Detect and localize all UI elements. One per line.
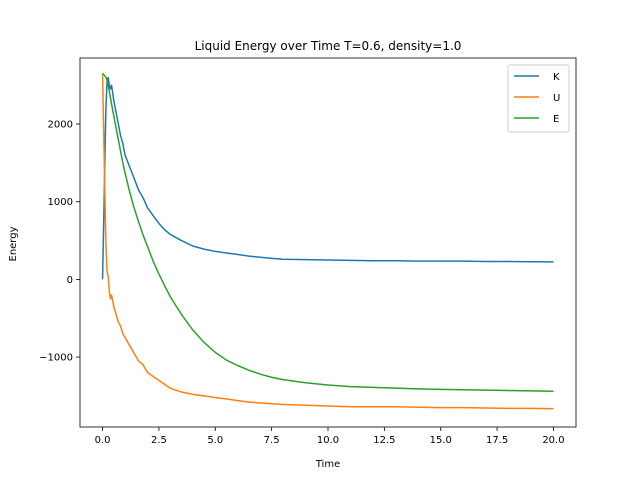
axes: 0.0 2.5 5.0 7.5 10.0 12.5 15.0 17.5 20.0 −1000 0 10… (39, 57, 577, 446)
x-tick-label: 0.0 (95, 435, 111, 446)
legend: KUE (507, 64, 570, 133)
series-line-e (102, 72, 554, 393)
y-tick-label: 2000 (48, 120, 73, 131)
y-tick-label: −1000 (39, 353, 73, 364)
chart-title: Liquid Energy over Time T=0.6, density=1… (195, 39, 462, 53)
x-tick-label: 7.5 (264, 435, 280, 446)
x-tick-label: 20.0 (542, 435, 564, 446)
series-line-k (101, 76, 554, 280)
x-tick-label: 10.0 (317, 435, 339, 446)
series-lines (101, 72, 554, 410)
x-tick-label: 15.0 (430, 435, 452, 446)
legend-label-k: K (553, 72, 560, 83)
y-tick-label: 1000 (48, 197, 73, 208)
x-axis-label: Time (315, 459, 340, 470)
legend-label-e: E (553, 114, 559, 125)
x-tick-label: 12.5 (373, 435, 395, 446)
plot-frame (79, 57, 577, 428)
x-tick-label: 2.5 (151, 435, 167, 446)
y-tick-label: 0 (67, 275, 73, 286)
legend-label-u: U (553, 93, 560, 104)
x-tick-label: 17.5 (486, 435, 508, 446)
series-line-u (101, 73, 554, 410)
y-axis-label: Energy (8, 226, 19, 261)
legend-box (507, 64, 570, 133)
x-tick-label: 5.0 (207, 435, 223, 446)
